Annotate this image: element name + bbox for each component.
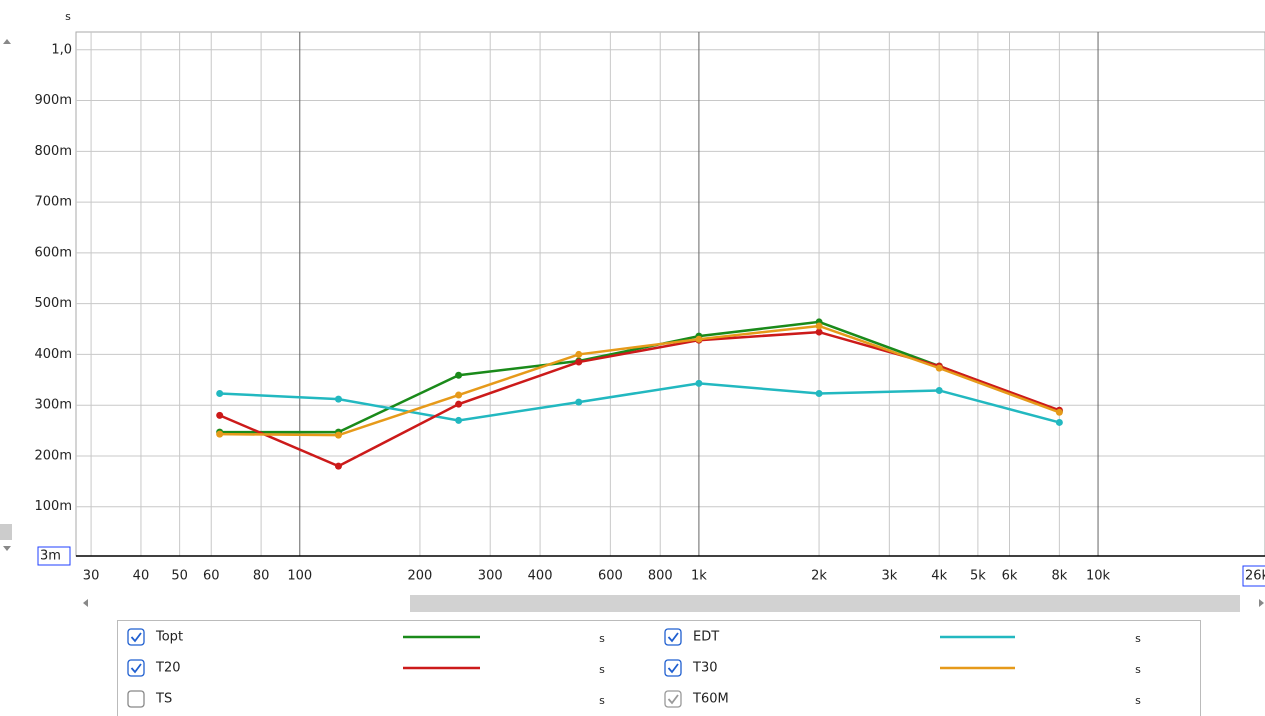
data-point (815, 328, 823, 336)
legend-unit: s (599, 663, 605, 676)
ylim-box (37, 546, 71, 566)
y-tick-label: 200m (35, 448, 72, 463)
legend-checkbox[interactable] (664, 659, 682, 677)
x-tick-label: 600 (598, 569, 623, 584)
scroll-right[interactable] (1259, 599, 1264, 607)
x-tick-label: 60 (203, 569, 220, 584)
data-point (575, 358, 583, 366)
data-point (815, 322, 823, 330)
data-point (1055, 418, 1063, 426)
x-tick-label: 1k (691, 569, 707, 584)
x-tick-label: 400 (528, 569, 553, 584)
data-point (455, 371, 463, 379)
data-point (815, 390, 823, 398)
y-tick-label: 900m (35, 93, 72, 108)
ylim-label: 3m (40, 549, 61, 564)
x-tick-label: 3k (881, 569, 897, 584)
legend-unit: s (599, 632, 605, 645)
legend-check (667, 663, 679, 674)
scroll-down[interactable] (3, 546, 11, 551)
x-tick-label: 800 (648, 569, 673, 584)
data-point (216, 430, 224, 438)
x-tick-label: 4k (931, 569, 947, 584)
x-tick-label: 10k (1086, 569, 1111, 584)
legend-name: TS (155, 692, 172, 707)
data-point (575, 350, 583, 358)
data-point (334, 395, 342, 403)
x-tick-label: 50 (171, 569, 188, 584)
data-point (455, 416, 463, 424)
y-unit: s (65, 10, 71, 23)
series-line (219, 320, 1060, 434)
data-point (216, 390, 224, 398)
x-tick-label: 30 (83, 569, 100, 584)
data-point (695, 335, 703, 343)
data-point (455, 400, 463, 408)
x-tick-label: 8k (1051, 569, 1067, 584)
legend-unit: s (1135, 663, 1141, 676)
legend-name: Topt (155, 630, 183, 645)
y-tick-label: 500m (35, 296, 72, 311)
x-tick-label: 200 (408, 569, 433, 584)
data-point (1055, 408, 1063, 416)
legend-check (130, 663, 142, 674)
legend-name: EDT (693, 630, 719, 645)
x-tick-label: 5k (970, 569, 986, 584)
legend-unit: s (1135, 694, 1141, 707)
legend-name: T20 (155, 661, 180, 676)
y-tick-label: 700m (35, 195, 72, 210)
legend-check (667, 694, 679, 705)
legend-unit: s (599, 694, 605, 707)
data-point (334, 431, 342, 439)
y-tick-label: 300m (35, 398, 72, 413)
x-tick-label: 300 (478, 569, 503, 584)
scroll-left[interactable] (83, 599, 88, 607)
data-point (695, 379, 703, 387)
legend-name: T60M (692, 692, 729, 707)
data-point (935, 364, 943, 372)
legend-checkbox[interactable] (664, 628, 682, 646)
series-line (219, 382, 1060, 424)
scroll-thumb-v[interactable] (0, 524, 12, 540)
data-point (334, 462, 342, 470)
legend-checkbox[interactable] (127, 690, 145, 708)
y-tick-label: 100m (35, 499, 72, 514)
scroll-thumb-h[interactable] (410, 595, 1240, 612)
legend-checkbox (664, 690, 682, 708)
scroll-up[interactable] (3, 39, 11, 44)
data-point (935, 386, 943, 394)
x-tick-label: 6k (1002, 569, 1018, 584)
legend-checkbox[interactable] (127, 659, 145, 677)
legend-checkbox[interactable] (127, 628, 145, 646)
data-point (216, 411, 224, 419)
legend-check (130, 632, 142, 643)
x-tick-label: 40 (133, 569, 150, 584)
legend-check (667, 632, 679, 643)
x-tick-label: 100 (287, 569, 312, 584)
y-tick-label: 600m (35, 245, 72, 260)
xlim-label: 26k (1245, 569, 1265, 584)
y-tick-label: 800m (35, 144, 72, 159)
data-point (455, 391, 463, 399)
x-tick-label: 80 (253, 569, 270, 584)
plot-area (75, 31, 1265, 557)
y-tick-label: 400m (35, 347, 72, 362)
data-point (575, 398, 583, 406)
xlim-box (1242, 565, 1265, 587)
series-line (219, 324, 1060, 437)
legend-unit: s (1135, 632, 1141, 645)
y-tick-label: 1,0 (51, 42, 72, 57)
legend-name: T30 (692, 661, 717, 676)
legend-box (117, 620, 1201, 716)
x-tick-label: 2k (811, 569, 827, 584)
